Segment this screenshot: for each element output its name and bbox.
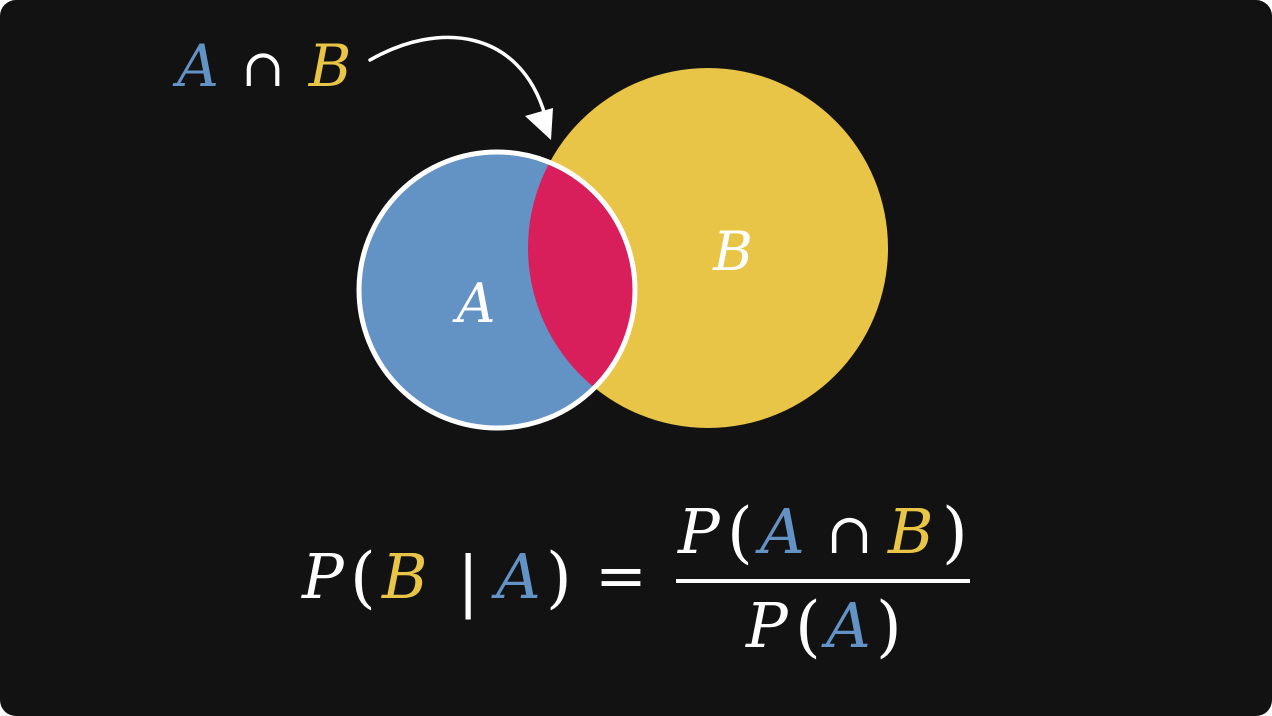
formula-num-b: B (887, 495, 934, 568)
formula-den-a: A (821, 589, 871, 662)
formula-den-lparen: ( (795, 588, 821, 665)
formula-lhs-lparen: ( (350, 539, 376, 616)
formula-num-lparen: ( (727, 494, 753, 571)
set-a-outline (356, 149, 638, 431)
formula-lhs-b: B (381, 540, 428, 613)
formula-num-rparen: ) (942, 494, 968, 571)
formula-lhs-a: A (491, 540, 541, 613)
intersection-label-a: A (172, 32, 219, 100)
formula-den-p: P (745, 589, 789, 662)
formula-den-rparen: ) (876, 588, 902, 665)
intersection-label-symbol: ∩ (241, 39, 285, 99)
formula-num-intersection: ∩ (826, 502, 873, 567)
formula-lhs-p: P (301, 540, 345, 613)
bayes-formula: P ( B | A ) = P ( A ∩ B ) P ( A ) (301, 494, 970, 665)
formula-lhs-rparen: ) (546, 539, 572, 616)
formula-num-a: A (755, 495, 805, 568)
intersection-label: A ∩ B (172, 32, 351, 100)
set-b-label: B (712, 220, 753, 283)
formula-equals: = (595, 539, 647, 612)
formula-num-p: P (677, 495, 721, 568)
intersection-label-b: B (308, 32, 352, 100)
formula-fraction-bar (676, 579, 970, 583)
set-a-label: A (452, 272, 496, 335)
pointer-arrow (368, 35, 553, 140)
formula-lhs-given: | (457, 543, 479, 620)
